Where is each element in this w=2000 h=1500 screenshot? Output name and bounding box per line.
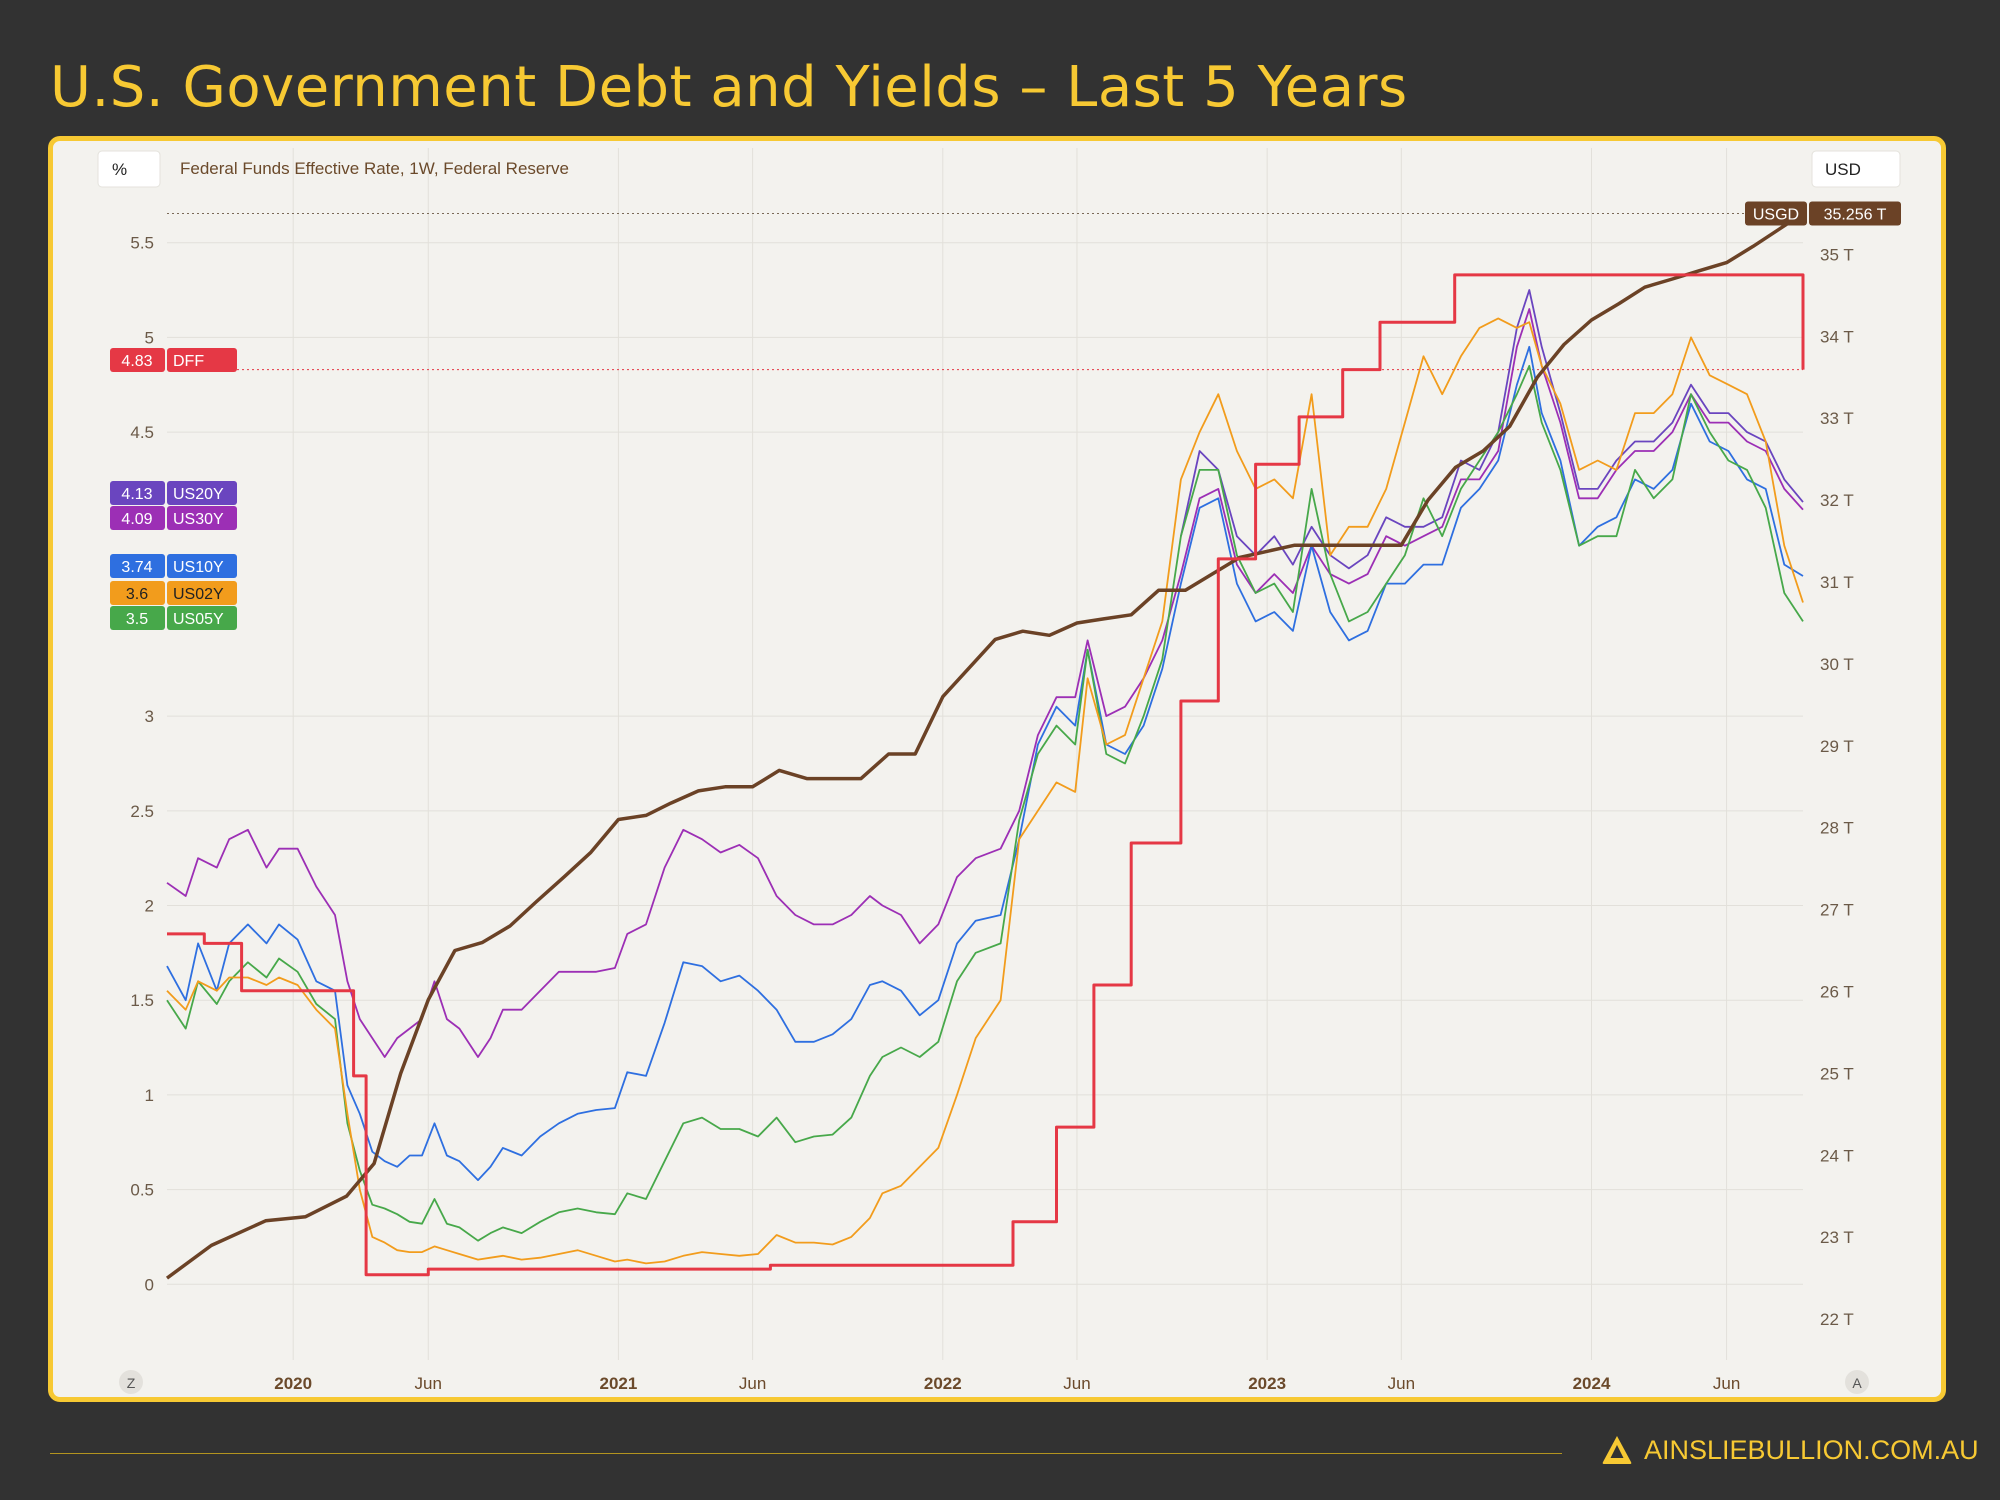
x-tick-label: 2022 <box>924 1374 962 1393</box>
left-tick-label: 0.5 <box>130 1181 154 1200</box>
badge-name-bg <box>167 554 237 578</box>
badge-value: 4.13 <box>121 486 152 503</box>
left-tick-label: 1 <box>145 1086 154 1105</box>
right-tick-label: 25 T <box>1820 1064 1854 1083</box>
auto-scale-button[interactable] <box>1845 1370 1869 1394</box>
badge-value-bg <box>110 348 165 372</box>
badge-value: 3.5 <box>126 611 148 628</box>
page-title: U.S. Government Debt and Yields – Last 5… <box>50 55 1408 120</box>
badge-value-bg <box>110 606 165 630</box>
right-tick-label: 23 T <box>1820 1228 1854 1247</box>
right-tick-label: 30 T <box>1820 655 1854 674</box>
badge-name-bg <box>167 348 237 372</box>
badge-name-bg <box>1745 201 1807 226</box>
badge-value-bg <box>110 481 165 505</box>
left-tick-label: 2.5 <box>130 802 154 821</box>
badge-us05y: 3.5 US05Y <box>110 606 237 630</box>
badge-value: 3.74 <box>121 559 152 576</box>
left-tick-label: 4.5 <box>130 423 154 442</box>
left-tick-label: 5.5 <box>130 234 154 253</box>
axis-layer: 2020 Jun 2021 Jun 2022 Jun 2023 Jun 2024 Jun 0 0.5 1… <box>130 164 1853 1393</box>
badge-usgd: USGD 35.256 T <box>1745 201 1901 226</box>
badge-name: USGD <box>1753 207 1799 224</box>
series-line-us05y <box>166 364 1804 1242</box>
badge-name-bg <box>167 581 237 605</box>
zoom-reset-label: Z <box>127 1375 136 1391</box>
badge-us02y: 3.6 US02Y <box>110 581 237 605</box>
badge-value: 4.83 <box>121 353 152 370</box>
badge-name: US20Y <box>173 486 224 503</box>
badge-name-bg <box>167 606 237 630</box>
badge-value-bg <box>110 506 165 530</box>
badge-dff: 4.83 DFF <box>110 348 237 372</box>
badge-name: US30Y <box>173 511 224 528</box>
x-tick-label: 2020 <box>274 1374 312 1393</box>
chart-frame <box>48 136 1946 1402</box>
badge-value-bg <box>110 554 165 578</box>
chart-title: Federal Funds Effective Rate, 1W, Federa… <box>180 159 569 178</box>
badge-name: US02Y <box>173 586 224 603</box>
chart-header: % Federal Funds Effective Rate, 1W, Fede… <box>97 150 1901 1394</box>
auto-scale-label: A <box>1852 1375 1862 1391</box>
right-tick-label: 31 T <box>1820 573 1854 592</box>
x-tick-label: Jun <box>415 1374 442 1393</box>
x-tick-label: Jun <box>1388 1374 1415 1393</box>
badge-value-bg <box>1809 201 1901 226</box>
badge-us10y: 3.74 US10Y <box>110 554 237 578</box>
x-tick-label: Jun <box>1063 1374 1090 1393</box>
badge-value-bg <box>110 581 165 605</box>
grid-layer <box>167 148 1803 1360</box>
x-tick-label: 2021 <box>600 1374 638 1393</box>
left-unit-box[interactable] <box>97 150 161 188</box>
right-unit-label: USD <box>1825 160 1861 179</box>
x-tick-label: 2023 <box>1248 1374 1286 1393</box>
brand-logo[interactable]: AINSLIEBULLION.COM.AU <box>1600 1433 1979 1467</box>
badge-value: 4.09 <box>121 511 152 528</box>
right-tick-label: 26 T <box>1820 982 1854 1001</box>
badge-us30y: 4.09 US30Y <box>110 506 237 530</box>
badge-name-bg <box>167 481 237 505</box>
brand-text: AINSLIEBULLION.COM.AU <box>1644 1434 1979 1465</box>
badge-name: US05Y <box>173 611 224 628</box>
right-tick-label: 28 T <box>1820 819 1854 838</box>
badge-value: 3.6 <box>126 586 148 603</box>
left-unit-label: % <box>112 160 127 179</box>
badge-us20y: 4.13 US20Y <box>110 481 237 505</box>
series-line-dff <box>167 273 1805 1277</box>
x-tick-label: 2024 <box>1573 1374 1611 1393</box>
right-tick-label: 35 T <box>1820 245 1854 264</box>
series-line-usgd <box>165 212 1804 1280</box>
right-tick-label: 33 T <box>1820 409 1854 428</box>
x-tick-label: Jun <box>739 1374 766 1393</box>
badge-value: 35.256 T <box>1824 207 1887 224</box>
left-tick-label: 2 <box>145 897 154 916</box>
right-tick-label: 34 T <box>1820 327 1854 346</box>
right-unit-box[interactable] <box>1811 150 1901 188</box>
right-tick-label: 22 T <box>1820 1310 1854 1329</box>
series-line-us10y <box>166 345 1804 1181</box>
badge-name: US10Y <box>173 559 224 576</box>
left-tick-label: 0 <box>145 1275 154 1294</box>
left-tick-label: 1.5 <box>130 991 154 1010</box>
right-tick-label: 32 T <box>1820 491 1854 510</box>
right-tick-label: 24 T <box>1820 1146 1854 1165</box>
footer-divider <box>50 1453 1562 1454</box>
x-tick-label: Jun <box>1713 1374 1740 1393</box>
left-tick-label: 3 <box>145 707 154 726</box>
badge-name-bg <box>167 506 237 530</box>
left-tick-label: 5 <box>145 328 154 347</box>
badge-name: DFF <box>173 353 204 370</box>
series-layer <box>165 212 1805 1280</box>
series-line-us30y <box>166 308 1804 1058</box>
ainslie-logo-icon <box>1602 1436 1632 1464</box>
series-line-us02y <box>166 317 1804 1265</box>
zoom-reset-button[interactable] <box>119 1370 143 1394</box>
series-line-us20y <box>1180 289 1804 570</box>
right-tick-label: 29 T <box>1820 737 1854 756</box>
label-layer: 4.83 DFF 4.13 US20Y 4.09 US30Y 3.74 US10Y 3.6 US0… <box>110 201 1901 630</box>
right-tick-label: 27 T <box>1820 901 1854 920</box>
